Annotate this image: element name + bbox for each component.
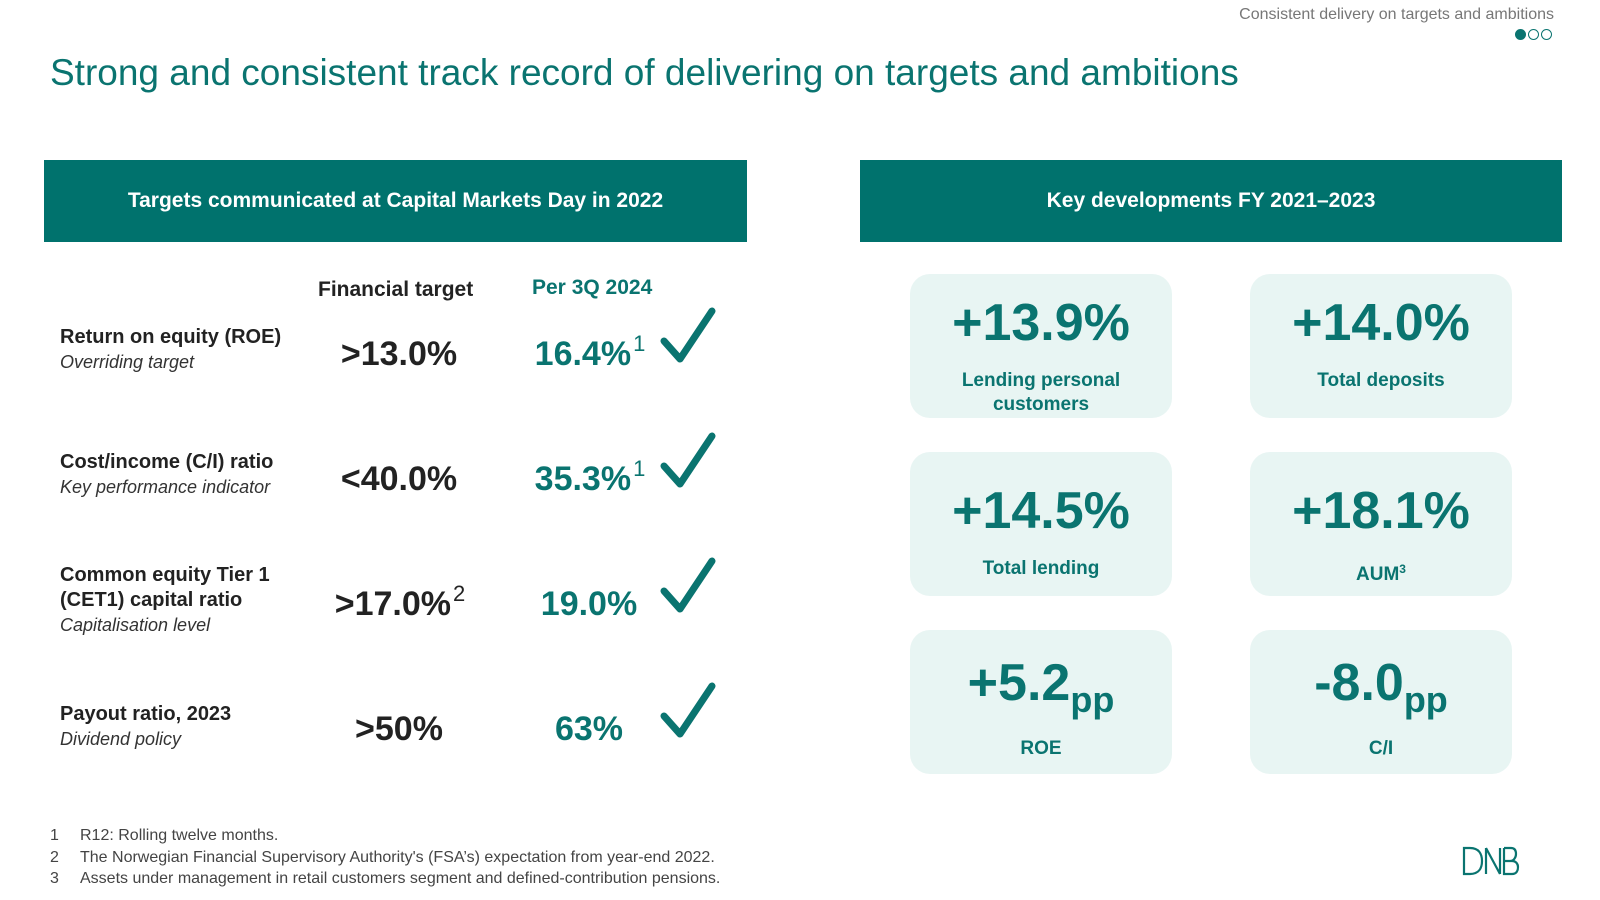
checkmark-icon <box>660 432 716 488</box>
kpi-label: ROE <box>1020 738 1062 759</box>
row-label: Common equity Tier 1 (CET1) capital rati… <box>60 563 320 638</box>
row-name: Common equity Tier 1 (CET1) capital rati… <box>60 564 270 611</box>
kpi-value: +13.9% <box>952 294 1130 352</box>
row-subtitle: Key performance indicator <box>60 477 271 497</box>
footnote: 3 Assets under management in retail custo… <box>50 870 721 887</box>
developments-banner: Key developments FY 2021–2023 <box>860 160 1562 242</box>
row-actual: 63% <box>554 710 624 748</box>
dnb-logo <box>1462 846 1520 876</box>
row-actual: 35.3%1 <box>534 456 646 498</box>
footnote: 1 R12: Rolling twelve months. <box>50 827 279 844</box>
kpi-card-lending-personal: +13.9% Lending personal customers <box>910 274 1172 418</box>
row-actual: 19.0% <box>540 585 638 623</box>
kpi-label: Total lending <box>982 558 1100 579</box>
kpi-card-ci: -8.0pp C/I <box>1250 630 1512 774</box>
page-dot <box>1541 29 1552 40</box>
kpi-label: C/I <box>1368 738 1394 759</box>
checkmark-icon <box>660 682 716 738</box>
row-name: Cost/income (C/I) ratio <box>60 451 274 473</box>
row-name: Payout ratio, 2023 <box>60 703 232 725</box>
kpi-value: -8.0pp <box>1314 654 1448 720</box>
page-title: Strong and consistent track record of de… <box>50 52 1239 93</box>
kpi-label: Lending personal customers <box>961 370 1121 415</box>
row-target: >13.0% <box>340 335 458 373</box>
row-label: Return on equity (ROE) Overriding target <box>60 325 320 375</box>
row-subtitle: Overriding target <box>60 352 195 372</box>
row-subtitle: Dividend policy <box>60 729 182 749</box>
footnote: 2 The Norwegian Financial Supervisory Aut… <box>50 848 715 866</box>
kpi-card-roe: +5.2pp ROE <box>910 630 1172 774</box>
page-dot <box>1528 29 1539 40</box>
page-dot-active <box>1515 29 1526 40</box>
kpi-card-aum: +18.1% AUM3 <box>1250 452 1512 596</box>
row-label: Cost/income (C/I) ratio Key performance … <box>60 450 320 500</box>
checkmark-icon <box>660 307 716 363</box>
row-actual: 16.4%1 <box>534 331 646 373</box>
target-row-roe: Return on equity (ROE) Overriding target… <box>0 307 760 405</box>
kpi-value: +5.2pp <box>967 654 1115 720</box>
kpi-card-total-lending: +14.5% Total lending <box>910 452 1172 596</box>
target-row-payout: Payout ratio, 2023 Dividend policy >50% … <box>0 682 760 782</box>
kpi-card-total-deposits: +14.0% Total deposits <box>1250 274 1512 418</box>
row-name: Return on equity (ROE) <box>60 326 282 348</box>
kpi-value: +18.1% <box>1292 482 1470 540</box>
row-target: <40.0% <box>340 460 458 498</box>
target-row-cet1: Common equity Tier 1 (CET1) capital rati… <box>0 557 760 643</box>
footnotes: 1 R12: Rolling twelve months. 2 The Norweg… <box>50 825 720 890</box>
financial-target-header: Financial target <box>318 278 474 301</box>
kpi-label: Total deposits <box>1317 370 1445 391</box>
per-quarter-header: Per 3Q 2024 <box>532 276 653 299</box>
target-row-ci: Cost/income (C/I) ratio Key performance … <box>0 432 760 530</box>
checkmark-icon <box>660 557 716 613</box>
targets-banner: Targets communicated at Capital Markets … <box>44 160 747 242</box>
kpi-label: AUM3 <box>1356 562 1406 585</box>
section-label: Consistent delivery on targets and ambit… <box>1239 6 1554 23</box>
page-indicator <box>1515 29 1552 40</box>
row-label: Payout ratio, 2023 Dividend policy <box>60 702 320 752</box>
kpi-value: +14.0% <box>1292 294 1470 352</box>
row-target: >50% <box>355 710 443 748</box>
row-target: >17.0%2 <box>334 581 466 623</box>
row-subtitle: Capitalisation level <box>60 615 211 635</box>
kpi-value: +14.5% <box>952 482 1130 540</box>
